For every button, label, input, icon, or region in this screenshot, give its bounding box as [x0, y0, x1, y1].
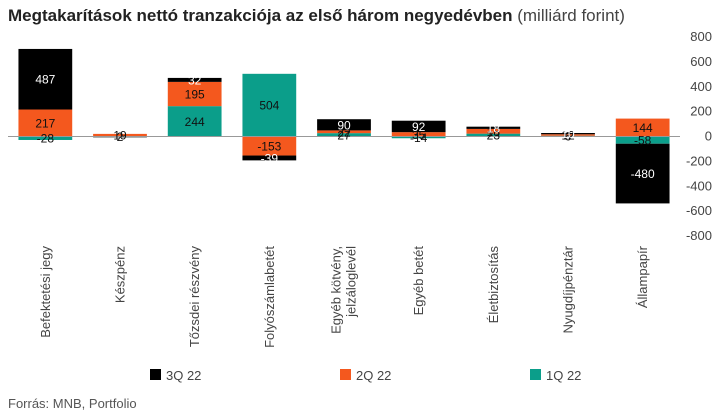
bar-segment	[167, 81, 222, 107]
bar-segment	[615, 143, 670, 204]
bar-segment	[18, 109, 73, 137]
category-label: Nyugdíjpénztár	[561, 245, 576, 333]
category-label: Állampapír	[635, 245, 650, 308]
category-label-text: Nyugdíjpénztár	[561, 245, 576, 333]
bar-segment	[615, 118, 670, 137]
data-label: 504	[259, 99, 279, 113]
data-label: 18	[487, 121, 501, 135]
data-label: -14	[410, 131, 428, 145]
bar-segment	[317, 119, 371, 131]
category-label: Befektetési jegy	[38, 246, 53, 338]
bar-segment	[167, 106, 222, 137]
data-label: 144	[633, 121, 653, 135]
source-note: Forrás: MNB, Portfolio	[8, 396, 137, 411]
category-label-line: Egyéb kötvény,	[329, 246, 344, 334]
data-label: 6	[565, 130, 572, 144]
category-label-text: Tőzsdei részvény	[187, 246, 202, 348]
y-tick-label: 600	[690, 54, 712, 69]
data-label: -39	[261, 151, 279, 165]
data-label: 22	[337, 125, 351, 139]
y-tick-label: 400	[690, 79, 712, 94]
data-label: 19	[113, 129, 127, 143]
category-label: Tőzsdei részvény	[187, 246, 202, 348]
data-label: 487	[35, 73, 55, 87]
bar-segment	[317, 133, 371, 137]
bar-segment	[242, 136, 297, 156]
bar-segment	[317, 130, 371, 134]
bar-segment	[242, 73, 297, 137]
y-tick-label: -800	[686, 228, 712, 243]
data-label: -58	[634, 134, 652, 148]
bar-segment	[391, 136, 446, 139]
category-label: Egyéb kötvény, jelzáloglevél	[329, 246, 359, 334]
data-label: 12	[561, 129, 575, 143]
bar-segment	[167, 77, 222, 82]
y-tick-label: -600	[686, 203, 712, 218]
category-label: Folyószámlabetét	[262, 246, 277, 348]
bar-segment	[242, 155, 297, 161]
chart-canvas: -800 -600 -400 -200 0 200 400 600 800 -28 2 244 504 2…	[8, 29, 712, 383]
data-label: 23	[487, 129, 501, 143]
bar-segment	[466, 133, 521, 137]
legend-label: 3Q 22	[166, 368, 201, 383]
data-label: 217	[35, 117, 55, 131]
data-label: 32	[188, 73, 202, 87]
bar-segment	[541, 134, 595, 136]
category-label-text: Folyószámlabetét	[262, 246, 277, 348]
y-tick-label: 800	[690, 29, 712, 44]
bar-segment	[18, 48, 73, 110]
y-tick-label: 200	[690, 104, 712, 119]
bar-segment	[93, 133, 147, 137]
bar-segment	[466, 128, 521, 134]
title-unit: (milliárd forint)	[517, 6, 625, 25]
legend-swatch	[150, 369, 161, 380]
legend-label: 1Q 22	[546, 368, 581, 383]
category-label-text: Készpénz	[113, 246, 128, 303]
data-label: 35	[412, 128, 426, 142]
data-label: -153	[257, 140, 281, 154]
category-label-text: Állampapír	[635, 245, 650, 308]
bar-segment	[391, 132, 446, 137]
category-label-line: jelzáloglevél	[344, 246, 359, 318]
data-label: 92	[412, 120, 426, 134]
bar-segment	[466, 126, 521, 129]
bar-segment	[18, 136, 73, 140]
data-label: 27	[337, 128, 351, 142]
legend-swatch	[340, 369, 351, 380]
title-main: Megtakarítások nettó tranzakciója az els…	[8, 6, 513, 25]
y-tick-label: 0	[705, 129, 712, 144]
data-label: 2	[117, 130, 124, 144]
bar-segment	[541, 133, 595, 135]
y-tick-label: -400	[686, 178, 712, 193]
chart-title: Megtakarítások nettó tranzakciója az els…	[8, 6, 625, 26]
legend-swatch	[530, 369, 541, 380]
data-label: 10	[561, 127, 575, 141]
data-label: 195	[185, 88, 205, 102]
data-label: 244	[185, 115, 205, 129]
data-label: 90	[337, 118, 351, 132]
data-label: 18	[487, 125, 501, 139]
category-label-text: Egyéb betét	[411, 246, 426, 316]
data-label: -480	[631, 167, 655, 181]
category-label-text: Befektetési jegy	[38, 246, 53, 338]
y-tick-label: -200	[686, 153, 712, 168]
category-label: Készpénz	[113, 246, 128, 303]
bar-segment	[391, 120, 446, 133]
category-label: Életbiztosítás	[486, 246, 501, 324]
bar-segment	[615, 136, 670, 144]
category-label: Egyéb betét	[411, 246, 426, 316]
legend-label: 2Q 22	[356, 368, 391, 383]
data-label: -28	[37, 132, 55, 146]
category-label-text: Életbiztosítás	[486, 246, 501, 324]
